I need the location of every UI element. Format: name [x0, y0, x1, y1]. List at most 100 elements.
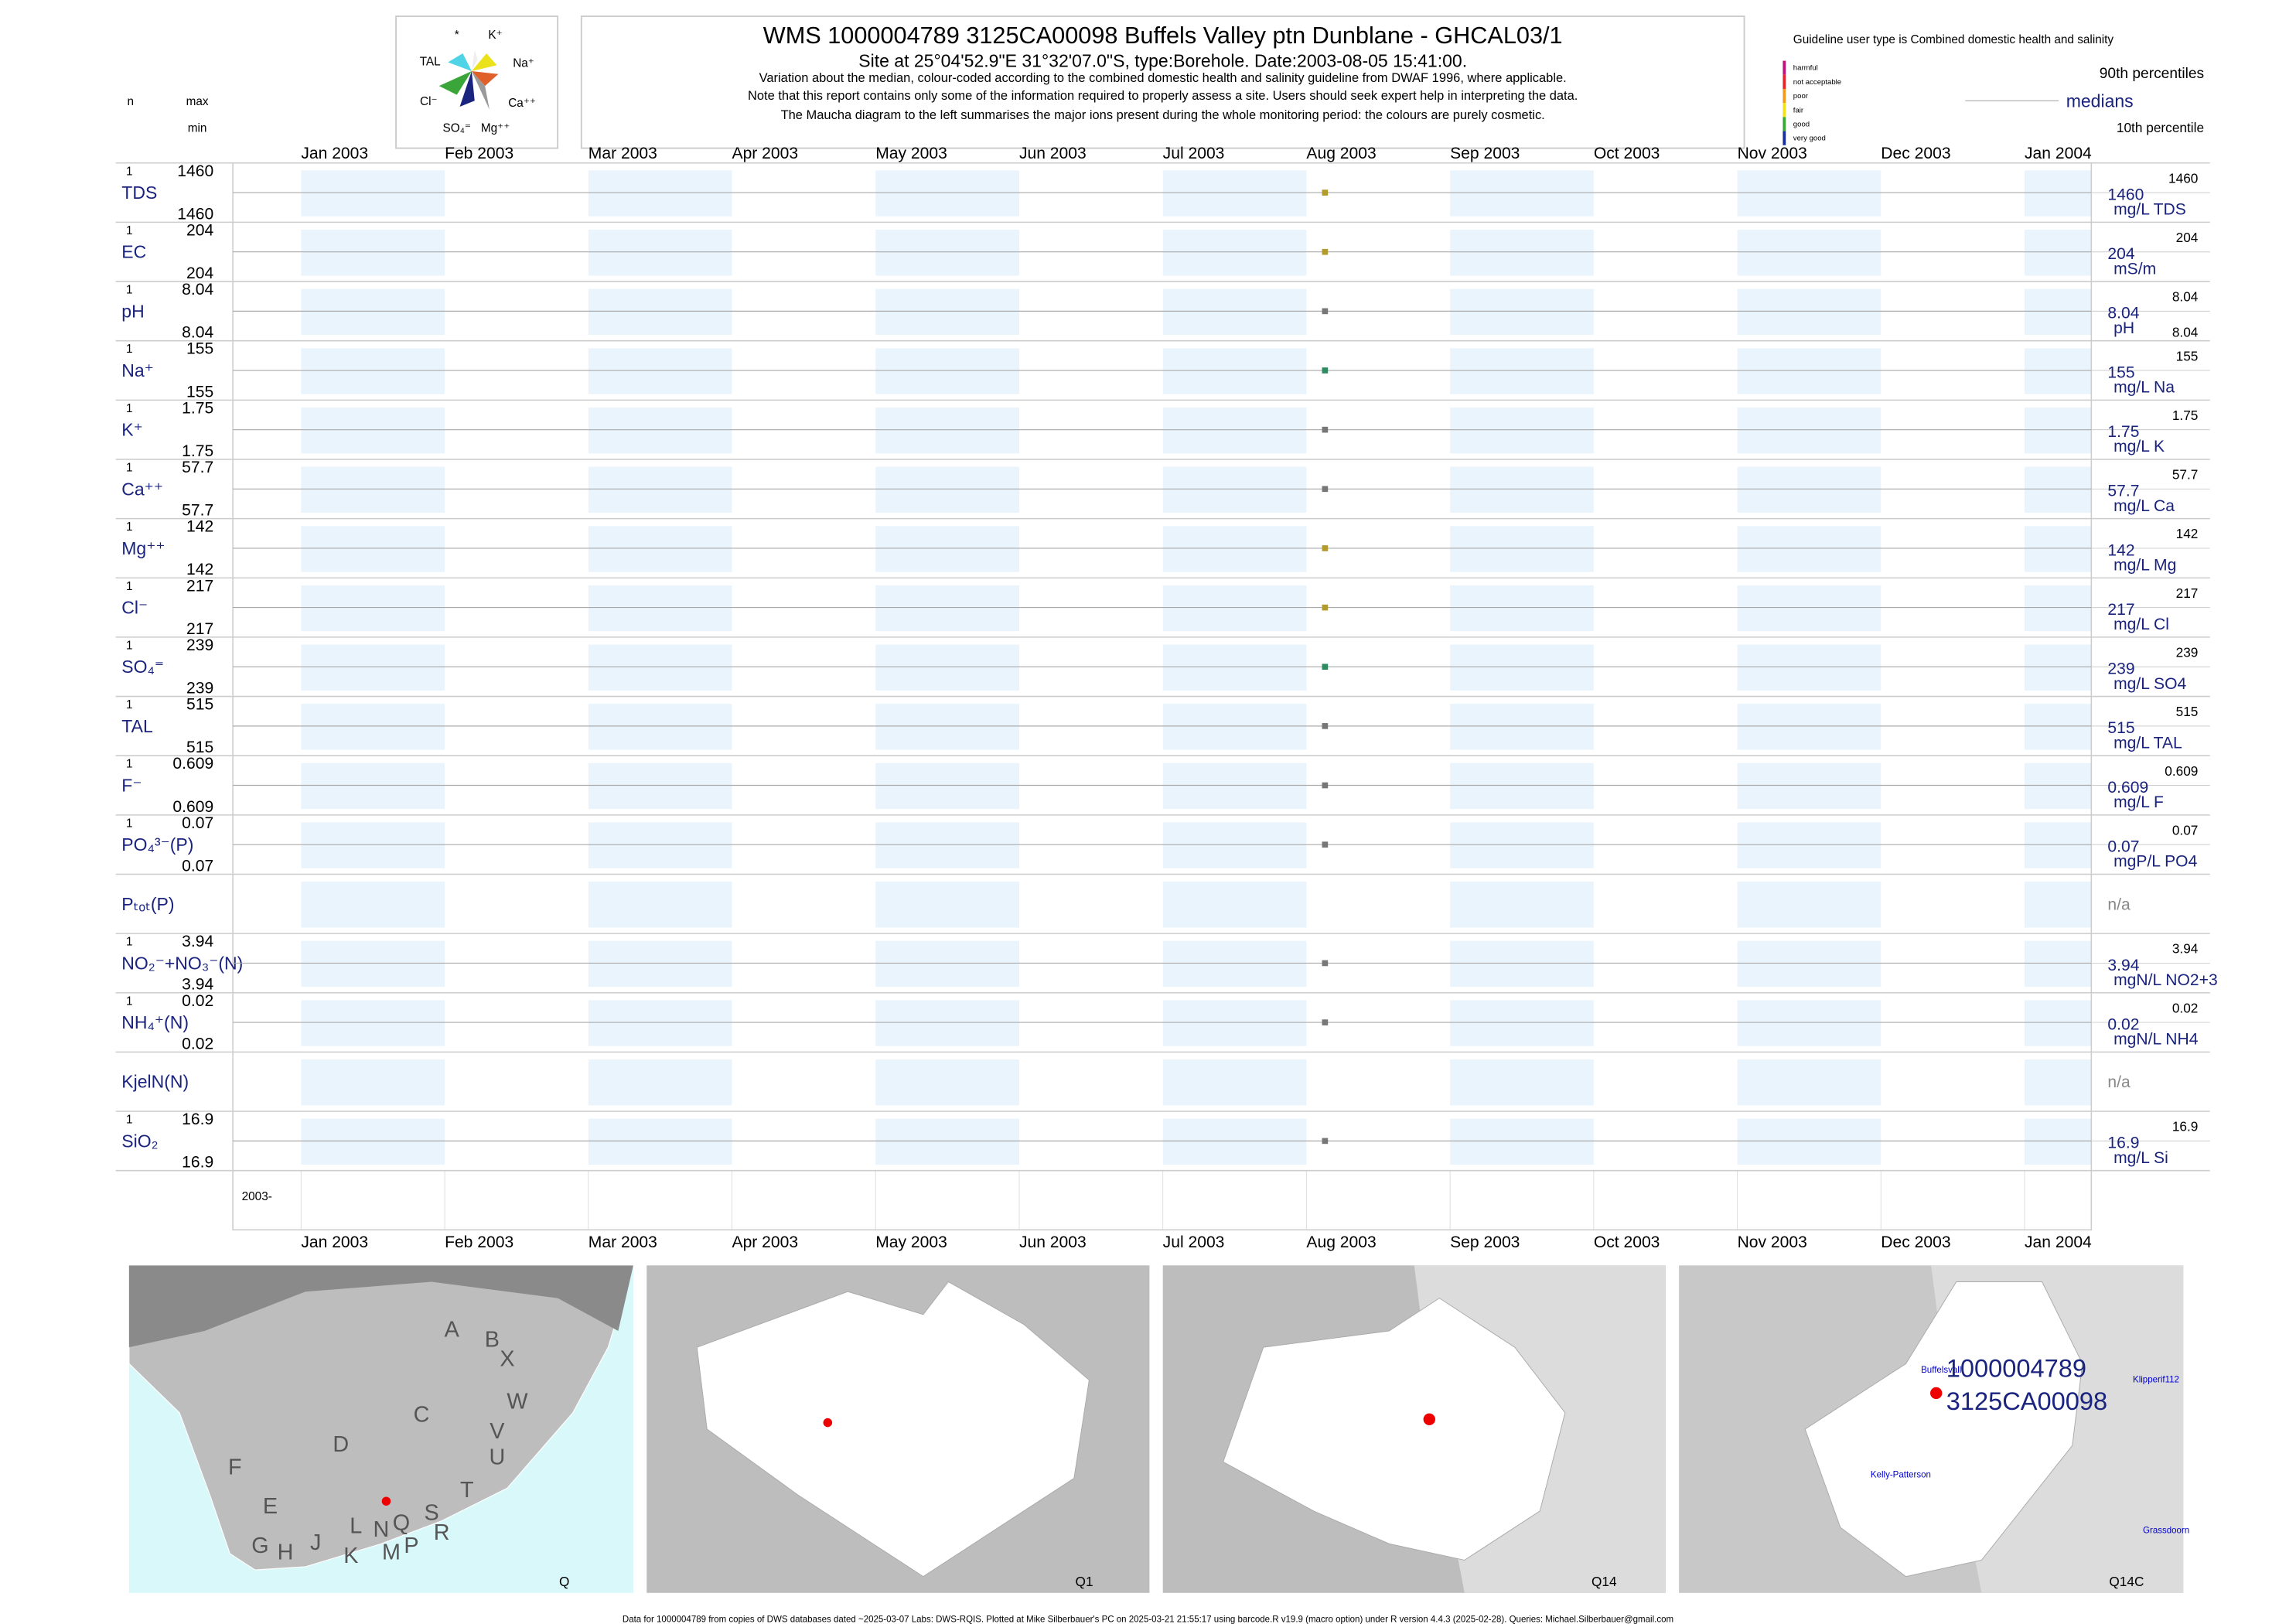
site-dot	[823, 1418, 833, 1428]
map-catchment	[1804, 1281, 2083, 1578]
month-band	[301, 644, 445, 691]
month-band	[1450, 407, 1594, 454]
row-min: 57.7	[182, 502, 213, 520]
data-point	[1322, 664, 1329, 670]
month-band	[2025, 822, 2092, 868]
row-unit: mgN/L NO2+3	[2113, 971, 2218, 989]
month-band	[588, 348, 732, 394]
month-band	[301, 763, 445, 810]
row-label: SiO₂	[121, 1131, 158, 1151]
month-band	[588, 288, 732, 336]
data-point	[1322, 308, 1329, 315]
row-median: 16.9	[2107, 1134, 2139, 1152]
month-band	[301, 585, 445, 632]
row-unit: mgP/L PO4	[2113, 853, 2198, 871]
data-point	[1322, 426, 1329, 433]
row-p90: 515	[2176, 704, 2199, 719]
month-band	[1737, 585, 1881, 632]
row-min: 217	[186, 620, 213, 638]
month-band	[2025, 585, 2092, 632]
row-unit: mg/L TAL	[2113, 734, 2182, 752]
maucha-box	[395, 15, 559, 149]
row-n: 1	[126, 402, 133, 415]
row-min: 0.02	[182, 1035, 213, 1053]
maucha-label: Cl⁻	[420, 95, 438, 108]
row-p90: 0.07	[2172, 822, 2199, 838]
row-p90: 142	[2176, 526, 2199, 541]
row-status: n/a	[2107, 896, 2131, 913]
map-region-label: D	[333, 1432, 349, 1457]
month-band	[875, 288, 1019, 336]
month-band	[875, 229, 1019, 276]
column-n: n	[128, 95, 135, 108]
month-label-top: Dec 2003	[1881, 145, 1950, 162]
row-n: 1	[126, 580, 133, 593]
row-max: 16.9	[182, 1111, 213, 1128]
row-label: F⁻	[121, 776, 142, 796]
legend-p10: 10th percentile	[2117, 120, 2204, 135]
month-band	[875, 348, 1019, 394]
row-unit: mg/L TDS	[2113, 201, 2186, 219]
maucha-ca	[471, 70, 499, 87]
month-band	[1737, 644, 1881, 691]
row-max: 0.02	[182, 992, 213, 1010]
month-band	[588, 229, 732, 276]
month-band	[588, 704, 732, 750]
class-swatch	[1783, 60, 1786, 75]
row-p90: 0.609	[2165, 763, 2198, 779]
month-band	[588, 170, 732, 217]
class-label: poor	[1793, 92, 1809, 101]
month-label-top: May 2003	[875, 145, 947, 162]
row-n: 1	[126, 817, 133, 830]
title-box	[580, 15, 1745, 149]
month-band	[875, 822, 1019, 868]
map-name: Q14C	[2109, 1574, 2144, 1589]
month-band	[1737, 466, 1881, 513]
map-region-label: G	[251, 1534, 268, 1558]
row-max: 8.04	[182, 281, 213, 299]
map-region-label: J	[310, 1530, 321, 1555]
month-band	[301, 526, 445, 572]
map-name: Q	[559, 1574, 569, 1589]
row-p90: 3.94	[2172, 941, 2199, 957]
maucha-label: Na⁺	[513, 56, 534, 70]
row-label: Ca⁺⁺	[121, 479, 163, 499]
row-median: 204	[2107, 245, 2134, 263]
month-band	[588, 585, 732, 632]
month-band	[1737, 822, 1881, 868]
row-max: 142	[186, 518, 213, 536]
month-label-bottom: Jun 2003	[1019, 1233, 1087, 1251]
month-band	[301, 348, 445, 394]
month-band	[2025, 1000, 2092, 1046]
month-band	[875, 526, 1019, 572]
month-band	[588, 1000, 732, 1046]
month-label-bottom: Nov 2003	[1738, 1233, 1807, 1251]
map-region-label: P	[404, 1534, 418, 1558]
month-band	[301, 822, 445, 868]
row-unit: mS/m	[2113, 260, 2156, 278]
month-band	[1450, 526, 1594, 572]
maucha-label: Ca⁺⁺	[508, 97, 536, 110]
row-median: 515	[2107, 719, 2134, 737]
month-band	[2025, 704, 2092, 750]
row-min: 8.04	[182, 324, 213, 342]
row-max: 0.07	[182, 814, 213, 832]
map-region-label: C	[414, 1403, 430, 1428]
month-label-bottom: Feb 2003	[445, 1233, 513, 1251]
row-median: 239	[2107, 660, 2134, 678]
month-band	[875, 882, 1019, 928]
footer: Data for 1000004789 from copies of DWS d…	[623, 1615, 1673, 1624]
month-band	[875, 466, 1019, 513]
month-band	[1162, 940, 1307, 988]
data-point	[1322, 723, 1329, 729]
row-median: 0.02	[2107, 1015, 2139, 1033]
month-band	[1737, 763, 1881, 810]
month-band	[1162, 526, 1307, 572]
class-label: not acceptable	[1793, 78, 1841, 87]
month-band	[1737, 229, 1881, 276]
row-unit: mgN/L NH4	[2113, 1031, 2199, 1049]
month-band	[588, 1118, 732, 1165]
row-label: Na⁺	[121, 360, 154, 380]
month-band	[1450, 940, 1594, 988]
month-band	[1162, 1118, 1307, 1165]
